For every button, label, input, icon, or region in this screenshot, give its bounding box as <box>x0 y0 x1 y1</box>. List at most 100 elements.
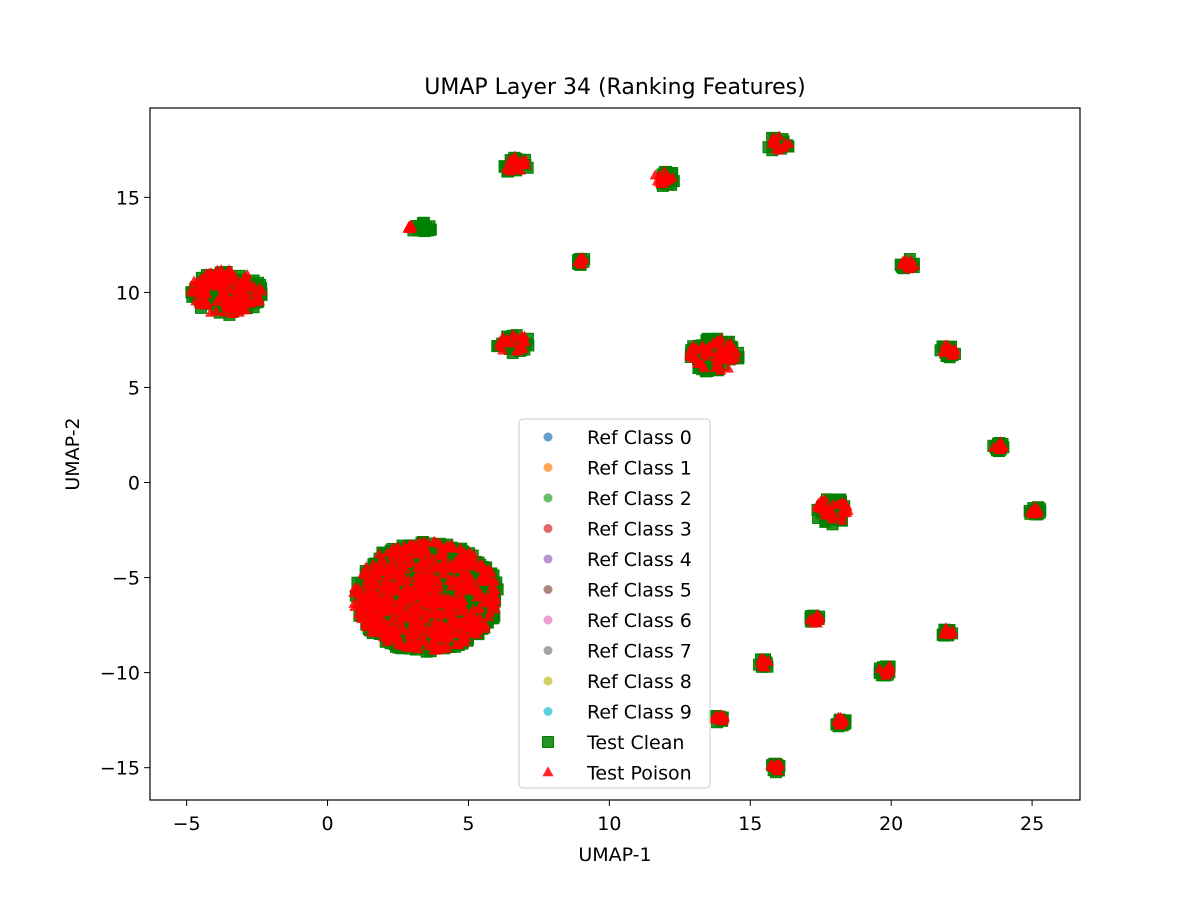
legend-label: Ref Class 2 <box>587 488 692 510</box>
test-poison-point <box>811 611 823 622</box>
test-poison-point <box>454 552 466 563</box>
test-poison-point <box>684 343 696 354</box>
test-poison-point <box>446 542 458 552</box>
legend-label: Test Clean <box>586 732 684 754</box>
test-poison-point <box>394 569 406 580</box>
test-poison-point <box>348 597 360 608</box>
test-poison-point <box>428 638 440 649</box>
test-poison-point <box>371 561 383 572</box>
test-poison-point <box>731 346 743 357</box>
test-poison-point <box>400 610 412 621</box>
legend-label: Test Poison <box>586 763 692 785</box>
test-poison-point <box>453 627 465 638</box>
test-poison-point <box>488 584 500 595</box>
test-poison-point <box>467 614 479 625</box>
test-poison-point <box>239 289 251 300</box>
legend-marker <box>543 463 553 472</box>
test-poison-point <box>501 335 513 346</box>
test-poison-point <box>577 252 589 262</box>
test-poison-point <box>412 643 424 654</box>
chart-title: UMAP Layer 34 (Ranking Features) <box>424 75 805 100</box>
test-poison-point <box>717 715 729 726</box>
test-poison-point <box>387 634 399 645</box>
x-tick-label: −5 <box>173 813 201 835</box>
test-poison-point <box>937 346 949 356</box>
test-poison-point <box>420 611 432 622</box>
test-poison-point <box>216 283 228 294</box>
test-poison-point <box>692 357 704 368</box>
test-poison-point <box>762 655 774 666</box>
test-poison-point <box>205 280 217 290</box>
legend-box <box>518 418 711 789</box>
legend-label: Ref Class 7 <box>587 641 692 663</box>
legend-marker <box>543 585 553 594</box>
test-poison-point <box>461 622 473 633</box>
test-poison-point <box>215 289 227 300</box>
test-poison-point <box>471 586 483 597</box>
test-poison-point <box>392 631 404 642</box>
test-poison-point <box>766 133 778 144</box>
test-poison-point <box>409 613 421 624</box>
test-poison-point <box>497 344 509 355</box>
x-tick-label: 25 <box>1020 813 1044 835</box>
test-poison-point <box>698 362 710 373</box>
legend: Ref Class 0 Ref Class 1 Ref Class 2 Ref Cla… <box>518 418 711 789</box>
legend-marker <box>543 646 553 655</box>
y-tick-label: 15 <box>116 187 140 209</box>
test-poison-point <box>489 594 501 605</box>
test-poison-point <box>380 605 392 616</box>
test-poison-point <box>218 306 230 317</box>
test-poison-point <box>939 339 951 350</box>
test-poison-point <box>402 580 414 591</box>
test-poison-point <box>717 345 729 356</box>
test-poison-point <box>415 586 427 597</box>
y-tick-label: −5 <box>112 568 140 590</box>
legend-marker <box>543 493 553 503</box>
test-poison-point <box>445 580 457 591</box>
x-tick-label: 0 <box>321 813 333 835</box>
test-poison-point <box>418 594 430 605</box>
test-poison-point <box>756 652 768 663</box>
test-poison-point <box>474 602 486 613</box>
test-poison-point <box>409 548 421 559</box>
test-poison-point <box>473 621 485 632</box>
test-poison-point <box>393 558 405 569</box>
test-poison-point <box>365 626 377 637</box>
test-poison-point <box>436 598 448 609</box>
legend-marker <box>543 676 553 686</box>
test-poison-point <box>996 441 1008 452</box>
legend-label: Ref Class 0 <box>587 427 692 449</box>
test-poison-point <box>414 577 426 588</box>
test-poison-point <box>360 618 372 629</box>
test-poison-point <box>405 601 417 612</box>
test-poison-point <box>940 625 952 636</box>
legend-label: Ref Class 5 <box>587 580 692 602</box>
test-poison-point <box>428 535 440 546</box>
test-poison-point <box>442 562 454 573</box>
test-poison-point <box>455 592 467 603</box>
test-poison-point <box>190 295 202 306</box>
test-poison-point <box>704 346 716 357</box>
data-points <box>185 130 1047 779</box>
test-poison-point <box>403 221 415 232</box>
x-axis-label: UMAP-1 <box>578 844 651 866</box>
test-poison-point <box>351 586 363 597</box>
test-poison-point <box>380 625 392 636</box>
test-poison-point <box>430 615 442 626</box>
test-poison-point <box>482 597 494 607</box>
test-poison-point <box>440 632 452 643</box>
test-poison-point <box>424 573 436 584</box>
test-poison-point <box>382 569 394 580</box>
test-poison-point <box>839 507 851 518</box>
test-poison-point <box>403 636 415 647</box>
test-poison-point <box>200 288 212 299</box>
legend-marker <box>543 707 553 716</box>
y-tick-label: −15 <box>100 758 140 780</box>
test-poison-point <box>415 569 427 580</box>
test-poison-point <box>479 619 491 630</box>
legend-marker <box>542 766 554 777</box>
test-poison-point <box>711 335 723 346</box>
test-poison-point <box>384 562 396 573</box>
test-poison-point <box>1031 507 1043 518</box>
